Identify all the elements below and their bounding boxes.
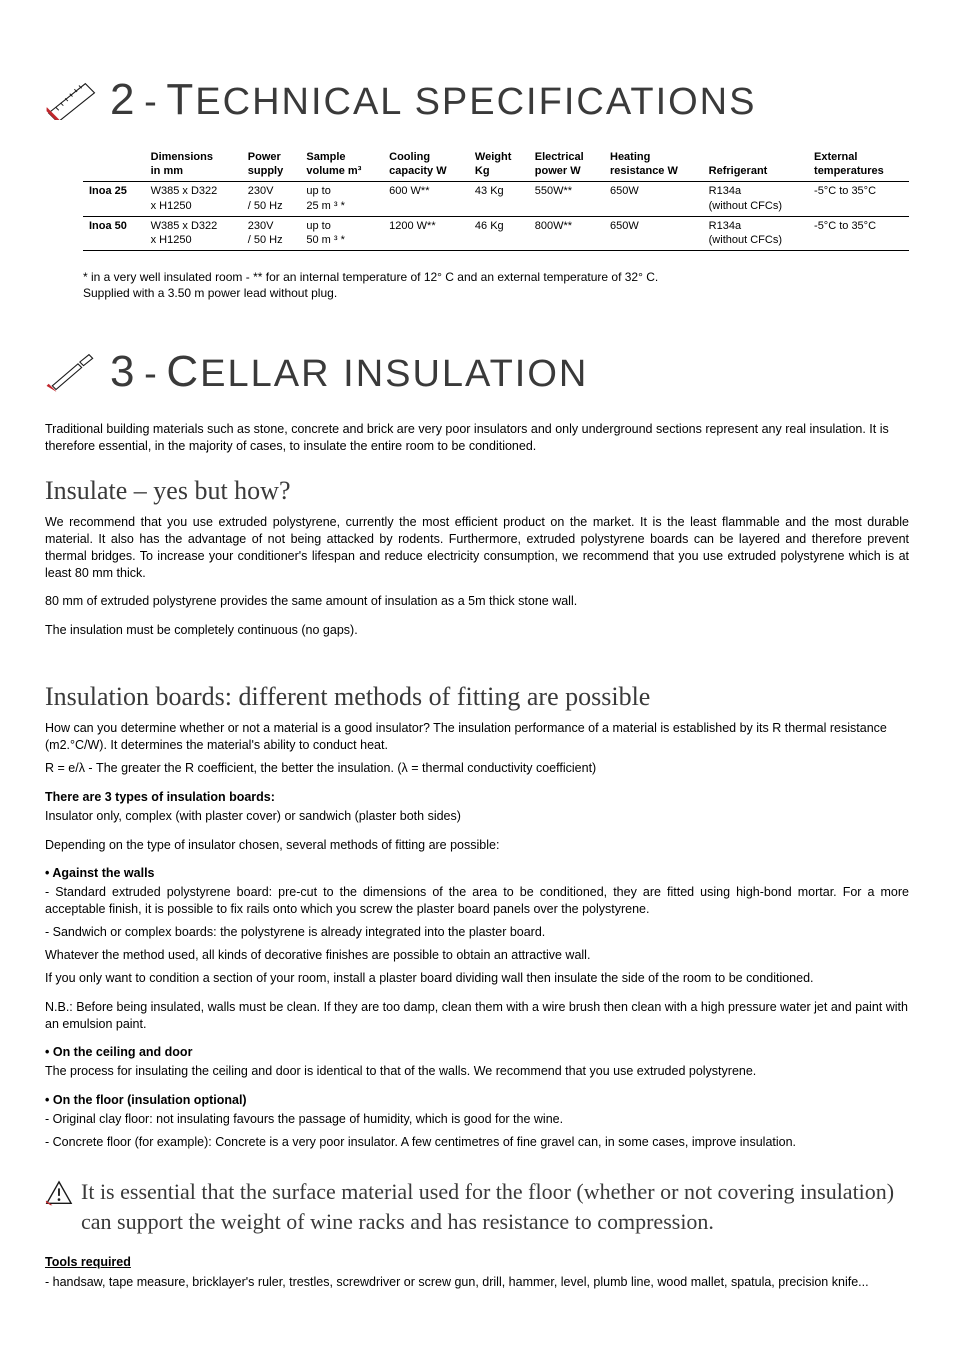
ruler-icon	[45, 80, 100, 120]
insulate-p3: The insulation must be completely contin…	[45, 622, 909, 639]
ceiling-text: The process for insulating the ceiling a…	[45, 1063, 909, 1080]
section-2-number: 2	[110, 75, 135, 124]
tools-title: Tools required	[45, 1254, 909, 1271]
table-header: Refrigerant	[703, 149, 808, 181]
table-cell: 230V/ 50 Hz	[242, 181, 301, 216]
table-header: Powersupply	[242, 149, 301, 181]
table-header: Externaltemperatures	[808, 149, 909, 181]
boards-p1b: R = e/λ - The greater the R coefficient,…	[45, 760, 909, 777]
dash: -	[144, 353, 158, 395]
table-cell: 600 W**	[383, 181, 469, 216]
boards-p1: How can you determine whether or not a m…	[45, 720, 909, 754]
table-cell: 1200 W**	[383, 216, 469, 251]
row-label: Inoa 25	[83, 181, 145, 216]
table-cell: up to50 m ³ *	[300, 216, 383, 251]
insulate-p2: 80 mm of extruded polystyrene provides t…	[45, 593, 909, 610]
table-cell: 650W	[604, 181, 703, 216]
table-cell: -5°C to 35°C	[808, 216, 909, 251]
table-cell: W385 x D322x H1250	[145, 216, 242, 251]
boards-depending: Depending on the type of insulator chose…	[45, 837, 909, 854]
spec-table: Dimensionsin mmPowersupplySamplevolume m…	[83, 149, 909, 251]
ceiling-title: • On the ceiling and door	[45, 1044, 909, 1061]
spec-footnote: * in a very well insulated room - ** for…	[83, 269, 909, 301]
boards-types-text: Insulator only, complex (with plaster co…	[45, 808, 909, 825]
table-cell: R134a(without CFCs)	[703, 216, 808, 251]
table-cell: -5°C to 35°C	[808, 181, 909, 216]
section-3-number: 3	[110, 347, 135, 396]
table-cell: up to25 m ³ *	[300, 181, 383, 216]
dash: -	[144, 81, 158, 123]
table-header: Dimensionsin mm	[145, 149, 242, 181]
walls-l4: If you only want to condition a section …	[45, 970, 909, 987]
intro-paragraph: Traditional building materials such as s…	[45, 421, 909, 455]
floor-callout: It is essential that the surface materia…	[45, 1177, 909, 1236]
table-row: Inoa 50W385 x D322x H1250230V/ 50 Hzup t…	[83, 216, 909, 251]
section-3-header: 3 - CELLAR INSULATION	[45, 342, 909, 401]
callout-text: It is essential that the surface materia…	[81, 1177, 909, 1236]
table-cell: 43 Kg	[469, 181, 529, 216]
boards-types-title: There are 3 types of insulation boards:	[45, 789, 909, 806]
tools-text: - handsaw, tape measure, bricklayer's ru…	[45, 1274, 909, 1291]
table-cell: 46 Kg	[469, 216, 529, 251]
walls-l1: - Standard extruded polystyrene board: p…	[45, 884, 909, 918]
section-2-title: 2 - TECHNICAL SPECIFICATIONS	[110, 70, 756, 129]
table-header: Heatingresistance W	[604, 149, 703, 181]
spec-table-wrapper: Dimensionsin mmPowersupplySamplevolume m…	[45, 149, 909, 301]
warning-icon	[45, 1180, 73, 1206]
table-row: Inoa 25W385 x D322x H1250230V/ 50 Hzup t…	[83, 181, 909, 216]
insulate-heading: Insulate – yes but how?	[45, 473, 909, 508]
table-cell: 230V/ 50 Hz	[242, 216, 301, 251]
screwdriver-icon	[45, 351, 100, 391]
table-cell: 800W**	[529, 216, 604, 251]
table-cell: R134a(without CFCs)	[703, 181, 808, 216]
section-3-title: 3 - CELLAR INSULATION	[110, 342, 588, 401]
walls-title: • Against the walls	[45, 865, 909, 882]
floor-l2: - Concrete floor (for example): Concrete…	[45, 1134, 909, 1151]
table-cell: W385 x D322x H1250	[145, 181, 242, 216]
table-cell: 550W**	[529, 181, 604, 216]
table-header: Coolingcapacity W	[383, 149, 469, 181]
walls-l2: - Sandwich or complex boards: the polyst…	[45, 924, 909, 941]
walls-nb: N.B.: Before being insulated, walls must…	[45, 999, 909, 1033]
footnote-line-1: * in a very well insulated room - ** for…	[83, 269, 909, 285]
walls-l3: Whatever the method used, all kinds of d…	[45, 947, 909, 964]
row-label: Inoa 50	[83, 216, 145, 251]
footnote-line-2: Supplied with a 3.50 m power lead withou…	[83, 285, 909, 301]
insulate-p1: We recommend that you use extruded polys…	[45, 514, 909, 582]
section-3-body: Traditional building materials such as s…	[45, 421, 909, 1291]
table-header: WeightKg	[469, 149, 529, 181]
boards-heading: Insulation boards: different methods of …	[45, 679, 909, 714]
table-header: Electricalpower W	[529, 149, 604, 181]
table-cell: 650W	[604, 216, 703, 251]
table-header: Samplevolume m³	[300, 149, 383, 181]
floor-title: • On the floor (insulation optional)	[45, 1092, 909, 1109]
floor-l1: - Original clay floor: not insulating fa…	[45, 1111, 909, 1128]
section-2-header: 2 - TECHNICAL SPECIFICATIONS	[45, 70, 909, 129]
table-header	[83, 149, 145, 181]
